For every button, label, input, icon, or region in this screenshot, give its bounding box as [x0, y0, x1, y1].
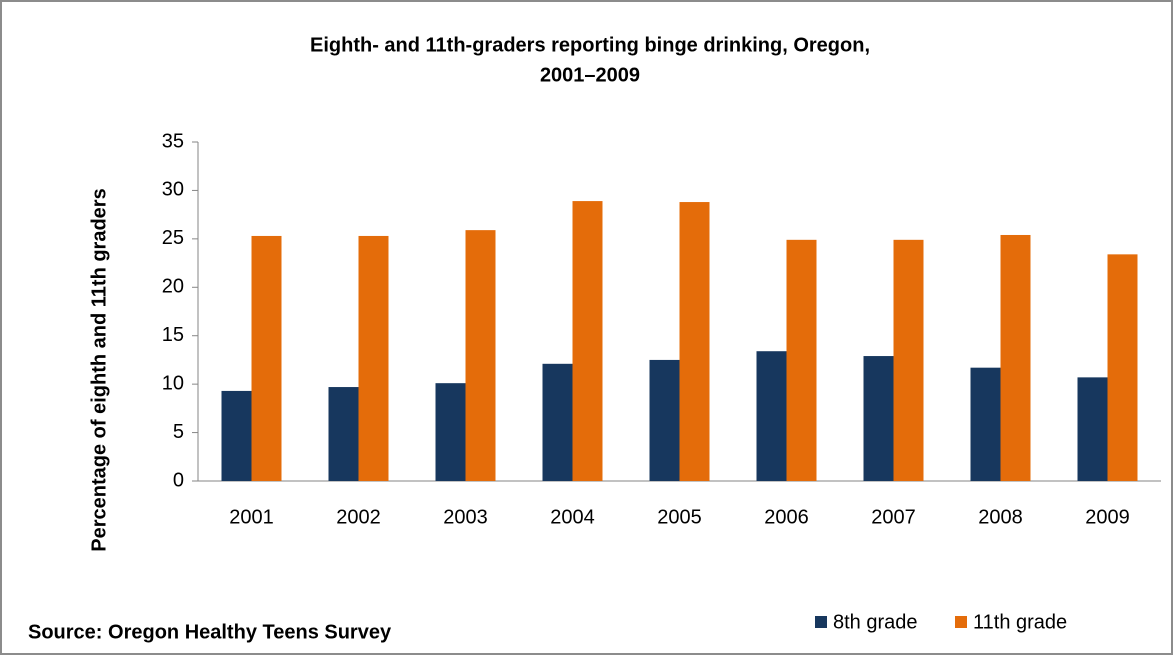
bar — [465, 230, 496, 481]
bar — [756, 351, 787, 481]
x-tick-label: 2003 — [443, 506, 488, 528]
x-tick-label: 2005 — [657, 506, 702, 528]
bar — [251, 235, 282, 481]
y-tick-label: 35 — [162, 130, 184, 152]
y-axis-label: Percentage of eighth and 11th graders — [88, 188, 110, 551]
legend-swatch — [815, 616, 827, 628]
x-tick-label: 2007 — [871, 506, 916, 528]
bar — [358, 235, 389, 481]
bar — [679, 202, 710, 481]
x-tick-label: 2006 — [764, 506, 809, 528]
x-tick-label: 2001 — [229, 506, 274, 528]
bar — [649, 359, 680, 481]
chart-title: 2001–2009 — [540, 64, 640, 86]
bar — [893, 239, 924, 481]
bar — [435, 383, 466, 481]
bar — [1000, 234, 1031, 481]
y-tick-label: 20 — [162, 276, 184, 298]
y-tick-label: 10 — [162, 372, 184, 394]
y-tick-label: 30 — [162, 179, 184, 201]
source-note: Source: Oregon Healthy Teens Survey — [28, 621, 392, 643]
y-tick-label: 25 — [162, 227, 184, 249]
bar — [221, 390, 252, 481]
x-tick-label: 2008 — [978, 506, 1023, 528]
bar — [542, 363, 573, 481]
bar — [1107, 254, 1138, 481]
legend-swatch — [955, 616, 967, 628]
bar — [786, 239, 817, 481]
bar — [863, 356, 894, 481]
bar — [1077, 377, 1108, 481]
bar — [572, 201, 603, 481]
x-tick-label: 2004 — [550, 506, 595, 528]
y-tick-label: 15 — [162, 324, 184, 346]
y-tick-label: 0 — [173, 469, 184, 491]
bar — [970, 367, 1001, 481]
y-tick-label: 5 — [173, 421, 184, 443]
x-tick-label: 2009 — [1085, 506, 1130, 528]
legend-label: 11th grade — [973, 611, 1067, 633]
x-tick-label: 2002 — [336, 506, 381, 528]
legend-label: 8th grade — [833, 611, 918, 633]
bar — [328, 387, 359, 481]
chart-title: Eighth- and 11th-graders reporting binge… — [310, 34, 870, 56]
